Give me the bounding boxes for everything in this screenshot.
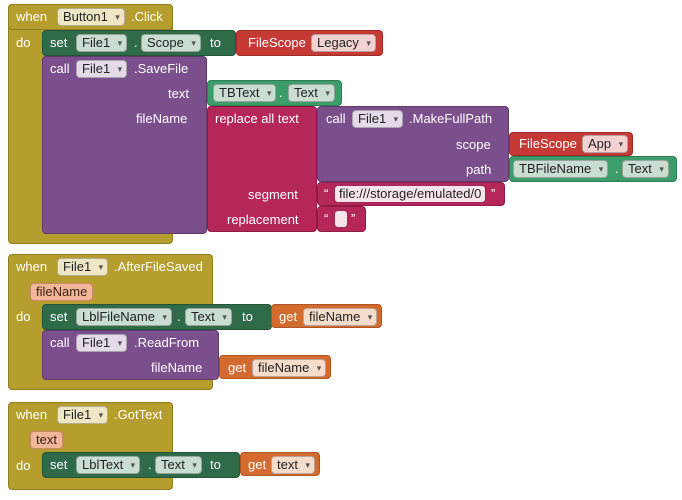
variable-dropdown[interactable]: text ▾ bbox=[271, 456, 315, 474]
chevron-down-icon: ▾ bbox=[98, 262, 104, 272]
property-dropdown[interactable]: Text ▾ bbox=[185, 308, 232, 326]
chevron-down-icon: ▾ bbox=[325, 88, 330, 98]
event-parameter[interactable]: text bbox=[30, 431, 63, 449]
component-dropdown[interactable]: File1 ▾ bbox=[57, 406, 109, 424]
chevron-down-icon: ▾ bbox=[162, 312, 167, 322]
chevron-down-icon: ▾ bbox=[367, 312, 373, 322]
call-label: call bbox=[50, 335, 70, 350]
do-label: do bbox=[16, 35, 31, 50]
property-dropdown[interactable]: Scope ▾ bbox=[141, 34, 201, 52]
chevron-down-icon: ▾ bbox=[305, 460, 310, 470]
scope-param-label: scope bbox=[456, 137, 491, 152]
method-name: .SaveFile bbox=[134, 61, 189, 76]
chevron-down-icon: ▾ bbox=[130, 460, 136, 470]
get-label: get bbox=[248, 457, 267, 472]
set-label: set bbox=[50, 309, 68, 324]
chevron-down-icon: ▾ bbox=[266, 88, 272, 98]
component-dropdown[interactable]: Button1 ▾ bbox=[57, 8, 125, 26]
replace-all-text-block[interactable] bbox=[207, 106, 317, 232]
component-dropdown[interactable]: File1 ▾ bbox=[76, 34, 128, 52]
dot-label: . bbox=[279, 85, 283, 100]
chevron-down-icon: ▾ bbox=[598, 164, 604, 174]
get-label: get bbox=[279, 309, 298, 324]
chevron-down-icon: ▾ bbox=[659, 164, 664, 174]
quote-open-icon: “ bbox=[324, 211, 329, 226]
component-dropdown[interactable]: File1 ▾ bbox=[57, 258, 109, 276]
chevron-down-icon: ▾ bbox=[117, 64, 123, 74]
dot-label: . bbox=[148, 457, 152, 472]
path-param-label: path bbox=[466, 162, 492, 177]
component-dropdown[interactable]: LblFileName ▾ bbox=[76, 308, 172, 326]
call-label: call bbox=[50, 61, 70, 76]
event-name: .AfterFileSaved bbox=[114, 259, 203, 274]
do-label: do bbox=[16, 458, 31, 473]
chevron-down-icon: ▾ bbox=[115, 12, 120, 22]
do-label: do bbox=[16, 309, 31, 324]
chevron-down-icon: ▾ bbox=[366, 38, 371, 48]
when-label: when bbox=[16, 259, 48, 274]
method-name: .ReadFrom bbox=[134, 335, 200, 350]
when-label: when bbox=[16, 9, 48, 24]
filescope-dropdown[interactable]: App ▾ bbox=[582, 135, 629, 153]
property-dropdown[interactable]: Text ▾ bbox=[288, 84, 335, 102]
component-dropdown[interactable]: LblText ▾ bbox=[76, 456, 141, 474]
set-label: set bbox=[50, 457, 68, 472]
variable-dropdown[interactable]: fileName ▾ bbox=[252, 359, 327, 377]
replacement-value[interactable] bbox=[334, 210, 348, 228]
chevron-down-icon: ▾ bbox=[618, 139, 624, 149]
dot-label: . bbox=[134, 35, 138, 50]
filescope-label: FileScope bbox=[248, 35, 306, 50]
event-parameter[interactable]: fileName bbox=[30, 283, 94, 301]
chevron-down-icon: ▾ bbox=[192, 460, 197, 470]
to-label: to bbox=[210, 35, 221, 50]
call-label: call bbox=[326, 111, 346, 126]
dot-label: . bbox=[615, 161, 619, 176]
filename-param-label: fileName bbox=[136, 111, 188, 126]
text-param-label: text bbox=[168, 86, 189, 101]
chevron-down-icon: ▾ bbox=[117, 338, 123, 348]
property-dropdown[interactable]: Text ▾ bbox=[622, 160, 669, 178]
event-name: .Click bbox=[131, 9, 163, 24]
quote-open-icon: “ bbox=[324, 186, 329, 201]
chevron-down-icon: ▾ bbox=[316, 363, 322, 373]
quote-close-icon: ” bbox=[491, 186, 496, 201]
component-dropdown[interactable]: File1 ▾ bbox=[76, 334, 128, 352]
when-label: when bbox=[16, 407, 48, 422]
component-dropdown[interactable]: File1 ▾ bbox=[352, 110, 404, 128]
segment-value[interactable]: file:///storage/emulated/0 bbox=[334, 185, 487, 203]
property-dropdown[interactable]: Text ▾ bbox=[155, 456, 202, 474]
variable-dropdown[interactable]: fileName ▾ bbox=[303, 308, 378, 326]
chevron-down-icon: ▾ bbox=[222, 312, 227, 322]
chevron-down-icon: ▾ bbox=[117, 38, 123, 48]
component-dropdown[interactable]: TBFileName ▾ bbox=[513, 160, 609, 178]
segment-label: segment bbox=[248, 187, 298, 202]
replace-label: replace all text bbox=[215, 111, 299, 126]
call-file1-makefullpath-block[interactable] bbox=[317, 106, 509, 182]
component-dropdown[interactable]: TBText ▾ bbox=[213, 84, 277, 102]
dot-label: . bbox=[177, 309, 181, 324]
method-name: .MakeFullPath bbox=[409, 111, 493, 126]
chevron-down-icon: ▾ bbox=[393, 114, 399, 124]
set-label: set bbox=[50, 35, 68, 50]
filescope-dropdown[interactable]: Legacy ▾ bbox=[311, 34, 376, 52]
to-label: to bbox=[242, 309, 253, 324]
to-label: to bbox=[210, 457, 221, 472]
event-name: .GotText bbox=[114, 407, 163, 422]
quote-close-icon: ” bbox=[351, 211, 356, 226]
replacement-label: replacement bbox=[227, 212, 299, 227]
get-label: get bbox=[228, 360, 247, 375]
filename-param-label: fileName bbox=[151, 360, 203, 375]
chevron-down-icon: ▾ bbox=[98, 410, 104, 420]
component-dropdown[interactable]: File1 ▾ bbox=[76, 60, 128, 78]
filescope-label: FileScope bbox=[519, 136, 577, 151]
chevron-down-icon: ▾ bbox=[191, 38, 196, 48]
